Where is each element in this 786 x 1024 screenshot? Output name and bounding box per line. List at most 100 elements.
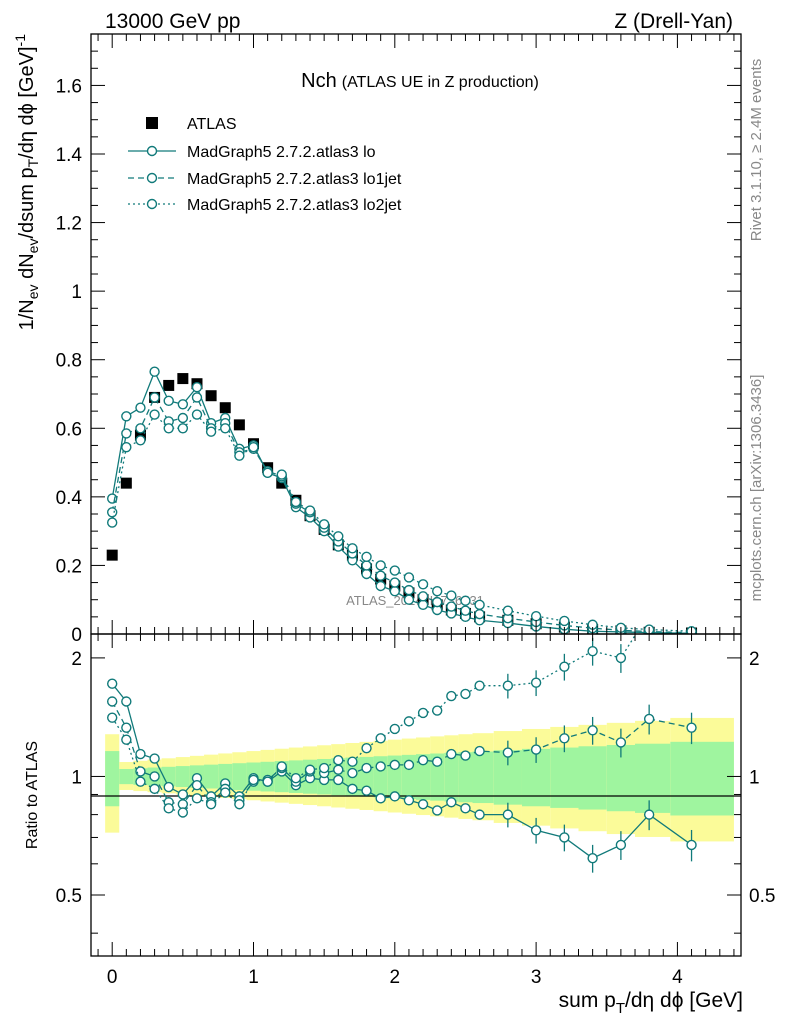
ratio-point-1-1 bbox=[121, 722, 132, 733]
header-right: Z (Drell-Yan) bbox=[614, 10, 733, 33]
ratio-point-0-20 bbox=[389, 791, 401, 802]
y-tick-label-top-1: 0.2 bbox=[56, 556, 82, 577]
ratio-point-1-28 bbox=[530, 744, 542, 755]
mc-line-1 bbox=[111, 370, 692, 634]
mc-line-2 bbox=[111, 396, 692, 634]
mc-point-3-7 bbox=[205, 426, 217, 437]
y-axis-label-bottom: Ratio to ATLAS bbox=[24, 741, 41, 849]
ratio-point-2-4 bbox=[163, 803, 174, 814]
mc-point-3-8 bbox=[220, 423, 231, 434]
mc-point-3-10 bbox=[248, 441, 259, 453]
band-green-9 bbox=[232, 763, 247, 790]
y-axis-label-top: 1/Nev dNev/dsum pT/dη dϕ [GeV]-1 bbox=[12, 34, 41, 331]
band-green-25 bbox=[458, 752, 473, 803]
band-green-32 bbox=[635, 743, 671, 813]
ratio-point-2-32 bbox=[645, 609, 654, 618]
ratio-point-0-31 bbox=[615, 839, 627, 851]
mc-point-2-5 bbox=[177, 412, 189, 424]
ratio-point-0-25 bbox=[460, 803, 471, 814]
ratio-point-2-2 bbox=[135, 776, 146, 787]
rivet-label: Rivet 3.1.10, ≥ 2.4M events bbox=[748, 59, 765, 242]
mc-point-1-20 bbox=[389, 585, 401, 597]
chart-title: Nch (ATLAS UE in Z production) bbox=[301, 70, 539, 92]
mc-point-3-20 bbox=[389, 565, 401, 576]
ratio-point-2-14 bbox=[304, 764, 316, 775]
band-green-24 bbox=[444, 752, 459, 802]
y-tick-label-top-3: 0.6 bbox=[56, 419, 82, 440]
y-tick-label-bot-left-0: 0.5 bbox=[56, 886, 82, 907]
ratio-point-2-16 bbox=[333, 754, 344, 766]
header-left: 13000 GeV pp bbox=[105, 10, 240, 33]
atlas-point-4 bbox=[163, 379, 175, 391]
y-tick-label-top-8: 1.6 bbox=[56, 76, 82, 97]
y-label-rest: /dη dϕ [GeV] bbox=[16, 46, 38, 158]
mc-point-3-19 bbox=[375, 560, 386, 571]
ratio-point-0-29 bbox=[559, 832, 570, 843]
ratio-point-2-31 bbox=[615, 652, 627, 664]
y-label-sub-ev2: ev bbox=[25, 239, 41, 254]
band-green-7 bbox=[204, 764, 219, 789]
ratio-point-1-24 bbox=[446, 748, 457, 760]
mc-point-2-3 bbox=[149, 392, 160, 403]
ratio-point-1-25 bbox=[460, 750, 471, 761]
ratio-point-2-13 bbox=[290, 772, 302, 784]
ratio-line-0 bbox=[111, 683, 692, 859]
mc-point-2-18 bbox=[361, 560, 372, 571]
band-green-29 bbox=[550, 747, 579, 808]
ratio-point-0-32 bbox=[643, 809, 655, 820]
mc-point-3-11 bbox=[262, 467, 273, 479]
ratio-point-2-33 bbox=[687, 604, 696, 613]
ratio-point-2-15 bbox=[318, 762, 330, 774]
ratio-point-1-32 bbox=[643, 713, 655, 725]
atlas-point-7 bbox=[205, 390, 217, 402]
mc-point-3-15 bbox=[318, 519, 330, 530]
band-green-0 bbox=[105, 751, 120, 807]
ratio-point-1-33 bbox=[686, 722, 697, 733]
chart-title-sub: (ATLAS UE in Z production) bbox=[342, 74, 539, 91]
mc-point-2-6 bbox=[191, 392, 203, 403]
ratio-point-0-4 bbox=[163, 781, 174, 793]
y-label-dsum: /dsum p bbox=[16, 167, 38, 238]
ratio-point-1-2 bbox=[135, 766, 146, 777]
band-green-5 bbox=[175, 766, 190, 788]
ratio-point-0-33 bbox=[686, 839, 697, 851]
ratio-point-2-9 bbox=[234, 799, 245, 810]
legend-label-0: ATLAS bbox=[187, 116, 237, 133]
ratio-point-0-18 bbox=[361, 785, 372, 796]
mc-point-2-25 bbox=[460, 605, 471, 616]
y-label-sup: -1 bbox=[12, 34, 28, 47]
y-tick-label-top-5: 1 bbox=[71, 282, 82, 303]
y-tick-label-bot-right-1: 1 bbox=[749, 767, 760, 788]
band-green-22 bbox=[416, 754, 431, 800]
y-tick-label-bot-left-2: 2 bbox=[71, 649, 82, 670]
y-tick-label-top-7: 1.4 bbox=[56, 145, 83, 166]
ratio-point-1-27 bbox=[502, 747, 514, 758]
ratio-point-2-28 bbox=[530, 677, 542, 688]
mc-point-1-2 bbox=[135, 402, 146, 413]
ratio-point-0-0 bbox=[106, 678, 118, 689]
ratio-point-2-27 bbox=[502, 680, 514, 691]
ratio-point-0-19 bbox=[375, 793, 386, 804]
mc-point-1-3 bbox=[149, 366, 160, 377]
mc-point-2-0 bbox=[106, 507, 118, 518]
x-label-sub-t: T bbox=[616, 1000, 625, 1017]
mc-point-3-27 bbox=[502, 605, 514, 616]
band-green-4 bbox=[161, 766, 176, 787]
atlas-point-0 bbox=[106, 549, 118, 561]
mc-point-2-20 bbox=[389, 577, 401, 588]
ratio-point-1-20 bbox=[389, 759, 401, 771]
x-axis-label: sum pT/dη dϕ [GeV] bbox=[559, 989, 743, 1017]
ratio-point-0-26 bbox=[474, 809, 485, 820]
mc-point-3-21 bbox=[403, 572, 415, 583]
ratio-point-1-23 bbox=[431, 756, 443, 767]
y-tick-label-top-4: 0.8 bbox=[56, 351, 82, 372]
atlas-point-8 bbox=[219, 402, 231, 414]
ratio-point-1-31 bbox=[615, 737, 627, 748]
mc-point-3-28 bbox=[530, 610, 542, 622]
legend: ATLAS MadGraph5 2.7.2.atlas3 lo MadGraph5 … bbox=[128, 116, 402, 214]
legend-marker-3 bbox=[146, 198, 158, 210]
mc-point-2-26 bbox=[474, 608, 485, 620]
x-tick-label-2: 2 bbox=[390, 967, 401, 988]
band-green-26 bbox=[472, 751, 494, 804]
